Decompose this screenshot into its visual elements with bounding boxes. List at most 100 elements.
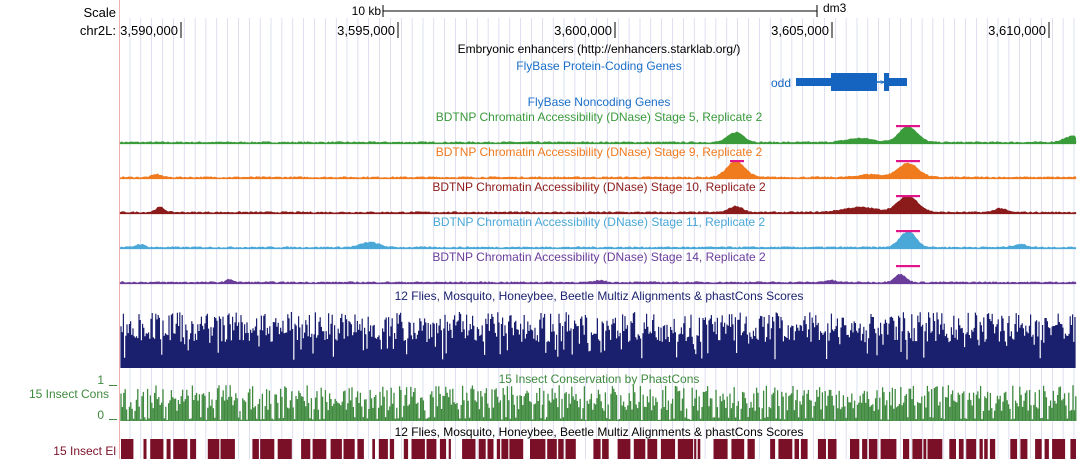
conserved-element bbox=[404, 439, 408, 459]
conserved-element bbox=[278, 439, 292, 459]
conserved-element bbox=[144, 439, 147, 459]
conserved-element bbox=[479, 439, 486, 459]
dnase-peak-mark bbox=[896, 230, 920, 232]
conserved-element bbox=[313, 439, 327, 459]
scale-bar-label: 10 kb bbox=[352, 4, 382, 18]
ruler-position-label: 3,595,000 bbox=[337, 23, 395, 38]
chrom-label: chr2L: bbox=[80, 23, 116, 38]
dnase-track-title: BDTNP Chromatin Accessibility (DNase) St… bbox=[436, 110, 763, 124]
conserved-element bbox=[923, 439, 926, 459]
conserved-element bbox=[869, 439, 878, 459]
conserved-element bbox=[770, 439, 775, 459]
conserved-element bbox=[167, 439, 171, 459]
dnase-track-4[interactable]: BDTNP Chromatin Accessibility (DNase) St… bbox=[120, 215, 1076, 249]
dnase-signal bbox=[120, 126, 1076, 143]
conserved-element bbox=[903, 439, 909, 459]
enhancers-track-title[interactable]: Embryonic enhancers (http://enhancers.st… bbox=[458, 42, 741, 56]
ruler-position-label: 3,600,000 bbox=[554, 23, 612, 38]
conserved-element bbox=[190, 439, 196, 459]
conserved-element bbox=[698, 439, 701, 459]
conserved-element bbox=[379, 439, 388, 459]
conserved-element bbox=[173, 439, 187, 459]
dnase-peak-mark bbox=[896, 195, 920, 197]
phastcons-min-label: 0 bbox=[97, 408, 104, 422]
dnase-track-3[interactable]: BDTNP Chromatin Accessibility (DNase) St… bbox=[120, 180, 1076, 214]
gene-model-odd[interactable]: > bbox=[796, 73, 907, 91]
conserved-element bbox=[881, 439, 897, 459]
conserved-element bbox=[221, 439, 235, 459]
conserved-element bbox=[331, 439, 342, 459]
ruler-position-label: 3,590,000 bbox=[120, 23, 178, 38]
conserved-element bbox=[449, 439, 451, 459]
dnase-track-title: BDTNP Chromatin Accessibility (DNase) St… bbox=[436, 145, 763, 159]
dnase-track-1[interactable]: BDTNP Chromatin Accessibility (DNase) St… bbox=[120, 110, 1076, 144]
multiz-conservation-graph[interactable] bbox=[121, 312, 1075, 368]
phastcons-graph[interactable] bbox=[121, 385, 1076, 421]
conserved-element bbox=[208, 439, 220, 459]
conserved-element bbox=[427, 439, 437, 459]
conserved-element bbox=[558, 439, 563, 459]
conserved-element bbox=[602, 439, 609, 459]
conserved-element bbox=[357, 439, 364, 459]
conserved-element bbox=[647, 439, 657, 459]
conserved-element bbox=[731, 439, 744, 459]
conserved-element bbox=[390, 439, 394, 459]
conserved-element bbox=[928, 439, 943, 459]
dnase-track-title: BDTNP Chromatin Accessibility (DNase) St… bbox=[433, 215, 766, 229]
dnase-peak-mark bbox=[896, 125, 920, 127]
conserved-elements-track[interactable] bbox=[121, 439, 1076, 459]
conserved-element bbox=[344, 439, 355, 459]
conserved-element bbox=[1045, 439, 1049, 459]
conserved-element bbox=[678, 439, 693, 459]
conserved-element bbox=[501, 439, 508, 459]
conserved-element bbox=[252, 439, 259, 459]
conserved-element bbox=[150, 439, 163, 459]
base-position-ruler[interactable]: Scale 10 kb dm3 chr2L: 3,590,000 3,595,00… bbox=[80, 1, 1049, 38]
conserved-element bbox=[412, 439, 425, 459]
conserved-element bbox=[566, 439, 576, 459]
dnase-peak-mark bbox=[896, 160, 920, 162]
dnase-track-5[interactable]: BDTNP Chromatin Accessibility (DNase) St… bbox=[120, 250, 1076, 284]
conserved-element bbox=[862, 439, 867, 459]
phastcons-max-label: 1 bbox=[97, 373, 104, 387]
dnase-track-2[interactable]: BDTNP Chromatin Accessibility (DNase) St… bbox=[120, 145, 1076, 179]
phastcons-track-title[interactable]: 15 Insect Conservation by PhastCons bbox=[499, 372, 700, 386]
conserved-element bbox=[497, 439, 500, 459]
flybase-noncoding-track-title[interactable]: FlyBase Noncoding Genes bbox=[528, 95, 671, 109]
conserved-element bbox=[748, 439, 755, 459]
dnase-peak-mark bbox=[896, 265, 920, 267]
multiz-track-title[interactable]: 12 Flies, Mosquito, Honeybee, Beetle Mul… bbox=[395, 289, 804, 303]
conserved-element bbox=[661, 439, 675, 459]
conserved-element bbox=[1010, 439, 1017, 459]
conserved-element bbox=[990, 439, 995, 459]
conserved-element bbox=[618, 439, 631, 459]
conserved-element bbox=[949, 439, 956, 459]
scale-label: Scale bbox=[83, 5, 116, 20]
conserved-element bbox=[828, 439, 837, 459]
conserved-element bbox=[714, 439, 728, 459]
conserved-element bbox=[593, 439, 600, 459]
conserved-element bbox=[694, 439, 696, 459]
elements-side-label[interactable]: 15 Insect El bbox=[53, 444, 116, 458]
ruler-position-label: 3,605,000 bbox=[771, 23, 829, 38]
conserved-element bbox=[260, 439, 274, 459]
conserved-element bbox=[462, 439, 475, 459]
conserved-element bbox=[778, 439, 792, 459]
conserved-element bbox=[488, 439, 494, 459]
multiz-track-title-2[interactable]: 12 Flies, Mosquito, Honeybee, Beetle Mul… bbox=[395, 425, 804, 439]
assembly-label: dm3 bbox=[823, 1, 847, 15]
gene-label-odd[interactable]: odd bbox=[771, 76, 791, 90]
ruler-position-label: 3,610,000 bbox=[988, 23, 1046, 38]
phastcons-bars bbox=[121, 385, 1076, 421]
conserved-element bbox=[959, 439, 964, 459]
conserved-element bbox=[1020, 439, 1027, 459]
vertical-gridlines bbox=[130, 18, 1074, 459]
dnase-signal bbox=[120, 161, 1076, 178]
dnase-signal bbox=[120, 231, 1076, 248]
conserved-element bbox=[634, 439, 646, 459]
phastcons-side-label[interactable]: 15 Insect Cons bbox=[29, 387, 109, 401]
flybase-coding-track-title[interactable]: FlyBase Protein-Coding Genes bbox=[516, 59, 681, 73]
conserved-element bbox=[984, 439, 988, 459]
dnase-peak-mark bbox=[730, 160, 744, 162]
